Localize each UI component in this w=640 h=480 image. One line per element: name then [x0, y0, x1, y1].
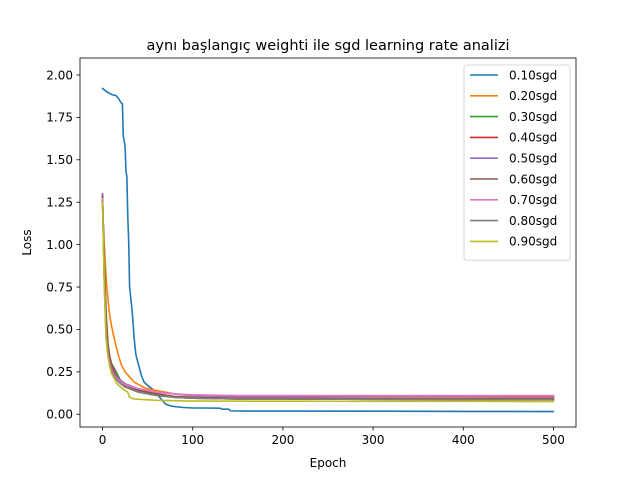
y-tick-label: 0.00: [46, 408, 73, 422]
x-tick-label: 100: [181, 433, 204, 447]
legend-label: 0.30sgd: [509, 110, 557, 124]
y-tick-label: 0.50: [46, 323, 73, 337]
y-tick-label: 1.25: [46, 196, 73, 210]
chart-title: aynı başlangıç weighti ile sgd learning …: [146, 38, 509, 54]
x-axis: 0 100 200 300 400 500: [99, 427, 565, 447]
legend-label: 0.50sgd: [509, 152, 557, 166]
y-tick-label: 0.25: [46, 365, 73, 379]
legend-label: 0.60sgd: [509, 172, 557, 186]
x-tick-label: 400: [452, 433, 475, 447]
legend-label: 0.70sgd: [509, 193, 557, 207]
legend-label: 0.90sgd: [509, 235, 557, 249]
y-axis: 0.00 0.25 0.50 0.75 1.00 1.25 1.50 1.75 2.00: [46, 68, 80, 422]
x-tick-label: 500: [542, 433, 565, 447]
legend-box: [463, 64, 571, 261]
x-axis-title: Epoch: [310, 456, 347, 470]
x-tick-label: 300: [362, 433, 385, 447]
y-tick-label: 1.50: [46, 153, 73, 167]
legend-label: 0.40sgd: [509, 131, 557, 145]
series-layer: [101, 87, 555, 413]
x-tick-label: 200: [271, 433, 294, 447]
legend-label: 0.80sgd: [509, 214, 557, 228]
y-tick-label: 2.00: [46, 68, 73, 82]
legend-label: 0.20sgd: [509, 89, 557, 103]
y-tick-label: 0.75: [46, 280, 73, 294]
legend-label: 0.10sgd: [509, 68, 557, 82]
y-axis-title: Loss: [20, 229, 34, 255]
x-tick-label: 0: [99, 433, 107, 447]
y-tick-label: 1.00: [46, 238, 73, 252]
plot-area-frame: [79, 57, 577, 428]
series-line-8: [101, 201, 555, 403]
series-line-0: [101, 87, 555, 413]
y-tick-label: 1.75: [46, 111, 73, 125]
legend: 0.10sgd 0.20sgd 0.30sgd 0.40sgd 0.50sgd 0.60s…: [463, 64, 571, 261]
